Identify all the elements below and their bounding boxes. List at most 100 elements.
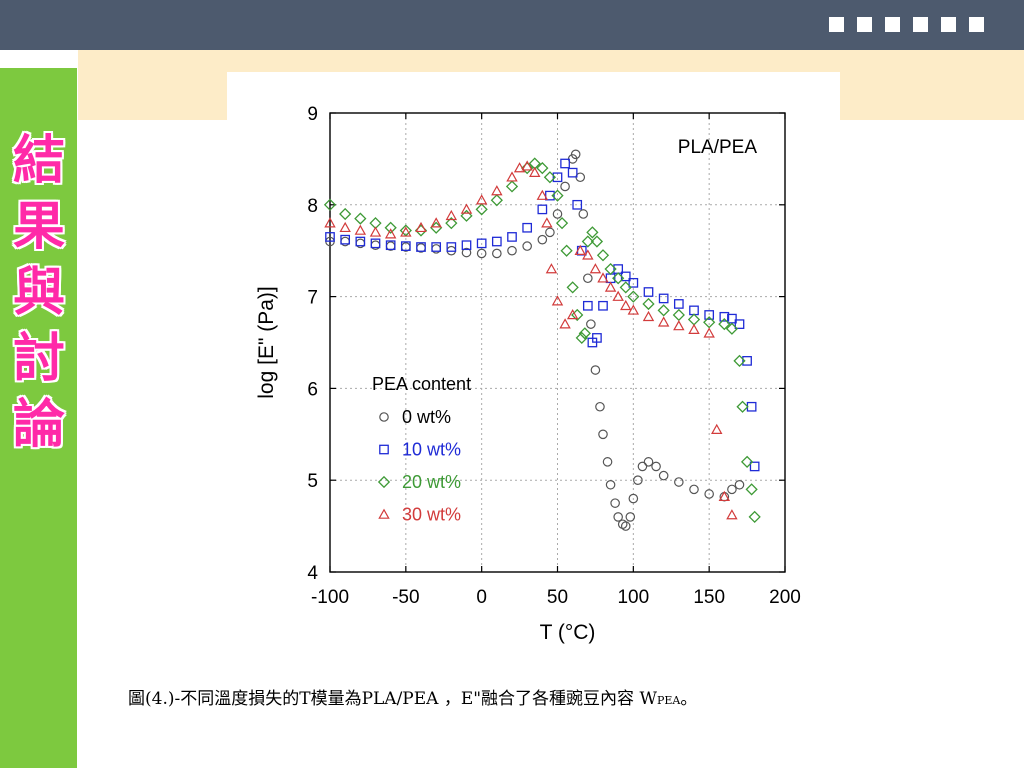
data-point	[704, 489, 714, 499]
data-point	[598, 300, 608, 311]
data-point	[627, 304, 640, 315]
data-point	[560, 158, 570, 169]
data-point	[726, 509, 738, 520]
data-point	[643, 457, 654, 467]
legend-marker	[379, 412, 389, 422]
data-point	[749, 461, 760, 472]
data-point	[620, 299, 632, 311]
caption-subscript: PEA	[656, 694, 681, 707]
data-point	[748, 510, 761, 524]
data-point	[592, 333, 602, 343]
data-point	[582, 300, 593, 311]
data-point	[507, 245, 517, 256]
title-char: 論	[12, 394, 65, 455]
data-point	[506, 171, 518, 182]
data-point	[537, 234, 548, 245]
data-point	[596, 249, 610, 262]
data-point	[598, 429, 608, 440]
x-tick-label: 150	[693, 587, 725, 608]
data-point	[340, 234, 351, 245]
legend-label: 0 wt%	[402, 407, 451, 427]
data-point	[491, 185, 503, 196]
data-point	[339, 221, 351, 233]
data-point	[384, 221, 397, 234]
data-point	[416, 242, 426, 252]
data-point	[384, 228, 397, 239]
data-point	[605, 479, 616, 490]
data-point	[461, 240, 472, 251]
data-point	[658, 293, 669, 304]
x-tick-label: 0	[476, 587, 487, 608]
y-tick-label: 6	[307, 379, 318, 400]
data-point	[529, 166, 541, 177]
data-point	[430, 221, 443, 234]
data-point	[620, 521, 631, 531]
chart-title: PLA/PEA	[678, 137, 758, 158]
data-point	[718, 318, 731, 331]
data-point	[555, 217, 569, 230]
y-tick-label: 5	[307, 471, 318, 492]
series-2	[323, 157, 761, 524]
data-point	[570, 149, 581, 160]
data-point	[536, 161, 549, 175]
y-tick-label: 9	[307, 104, 318, 125]
decor-square	[969, 17, 984, 32]
data-point	[657, 316, 670, 327]
data-point	[578, 209, 589, 219]
data-point	[566, 281, 579, 294]
data-point	[545, 227, 555, 238]
x-tick-label: 50	[547, 587, 568, 608]
data-point	[325, 232, 335, 242]
data-point	[545, 190, 555, 201]
top-bar	[0, 0, 1024, 50]
data-point	[590, 365, 601, 375]
data-point	[537, 204, 548, 215]
data-point	[522, 241, 532, 251]
data-point	[590, 235, 604, 248]
data-point	[619, 281, 632, 294]
chart: -100 -50 0 50 100 150 200 4 5 6 7 8 9 T (°C) log [E" (…	[255, 104, 801, 644]
data-point	[431, 242, 442, 252]
legend-label: 30 wt%	[402, 505, 461, 525]
data-point	[354, 224, 367, 235]
sidebar	[0, 68, 77, 768]
decor-square	[913, 17, 928, 32]
decor-square	[941, 17, 956, 32]
data-point	[740, 455, 754, 468]
data-point	[745, 483, 758, 496]
data-point	[461, 247, 472, 258]
legend-label: 20 wt%	[402, 472, 461, 492]
data-point	[689, 484, 699, 495]
data-point	[415, 221, 427, 233]
data-point	[507, 232, 517, 242]
data-point	[703, 327, 715, 338]
legend-marker	[379, 444, 389, 455]
data-point	[400, 241, 411, 251]
data-point	[475, 203, 488, 216]
legend-marker	[378, 508, 390, 519]
series-3	[324, 160, 738, 520]
data-point	[589, 263, 602, 274]
data-point	[355, 236, 366, 247]
data-point	[586, 319, 596, 329]
legend: PEA content 0 wt% 10 wt% 20 wt% 30 wt%	[372, 374, 471, 525]
y-tick-label: 4	[307, 563, 318, 584]
x-tick-label: 200	[769, 587, 801, 608]
data-point	[354, 212, 367, 225]
data-point	[725, 322, 739, 335]
decor-square	[829, 17, 844, 32]
data-point	[476, 248, 487, 259]
data-point	[602, 457, 613, 467]
data-point	[566, 309, 579, 320]
data-point	[688, 323, 700, 334]
data-point	[475, 194, 488, 205]
data-point	[633, 475, 643, 485]
data-point	[552, 172, 563, 183]
title-char: 與	[12, 262, 65, 323]
data-point	[604, 262, 617, 276]
data-point	[637, 461, 648, 472]
series-0	[325, 149, 745, 531]
data-point	[491, 236, 502, 247]
x-tick-label: -50	[392, 587, 419, 608]
data-point	[625, 512, 636, 522]
